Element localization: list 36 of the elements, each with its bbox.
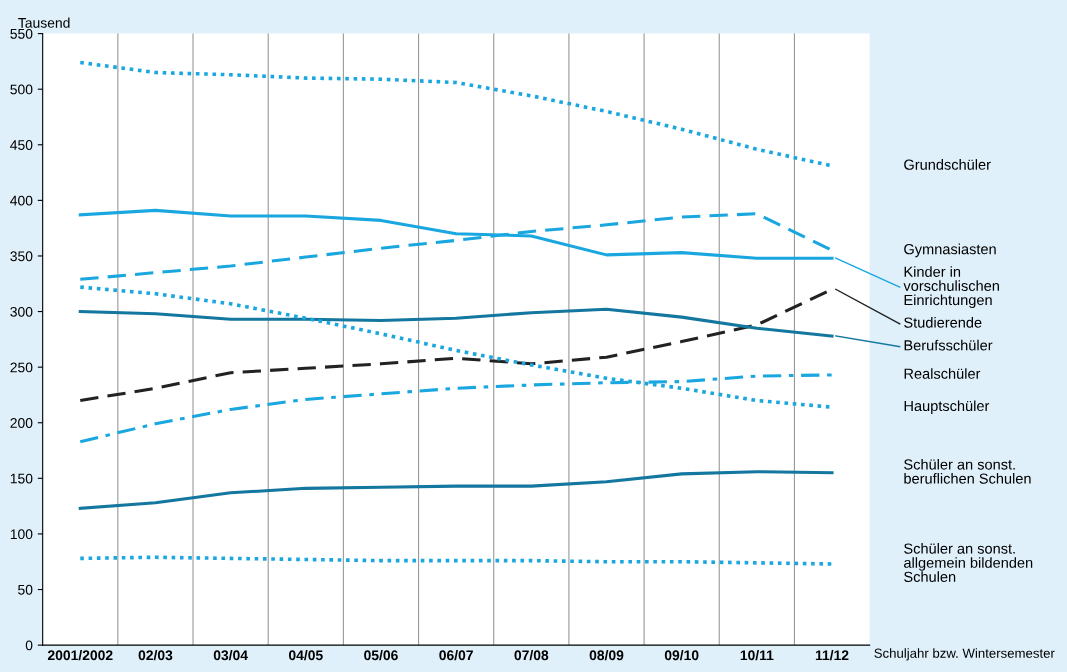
text: Schüler an sonst. allgemein bildenden Schulen — [904, 543, 1033, 582]
legend-label: Berufsschüler — [904, 339, 993, 351]
x-tick-label: 06/07 — [439, 649, 473, 661]
y-tick-label: 100 — [10, 529, 33, 540]
y-tick-label: 250 — [10, 362, 33, 373]
x-tick-label: 04/05 — [288, 649, 323, 661]
y-tick-label: 150 — [10, 473, 33, 484]
y-tick-label: 450 — [10, 140, 33, 150]
x-tick-label: 2001/2002 — [47, 649, 113, 661]
text: Hauptschüler — [904, 400, 990, 414]
x-tick-label: 02/03 — [138, 649, 173, 661]
x-tick-label: 05/06 — [364, 649, 398, 661]
text: Realschüler — [904, 368, 981, 379]
y-tick-label: 200 — [10, 418, 33, 428]
x-axis-title: Schuljahr bzw. Wintersemester — [874, 648, 1055, 661]
legend-label: Kinder in vorschulischen Einrichtungen — [903, 266, 999, 309]
line-series — [78, 470, 834, 510]
x-tick-label: 09/10 — [664, 649, 699, 661]
x-tick-label: 10/11 — [740, 649, 774, 661]
y-tick-label: 50 — [18, 584, 33, 595]
y-tick-label: 350 — [10, 251, 33, 262]
y-axis-title: Tausend — [18, 17, 70, 28]
y-tick-label: 500 — [10, 84, 33, 95]
x-tick-label: 08/09 — [589, 649, 624, 661]
y-tick-label: 300 — [10, 306, 33, 317]
text: Grundschüler — [904, 159, 991, 170]
line-series — [78, 555, 834, 566]
x-tick-label: 07/08 — [514, 649, 549, 661]
y-tick-label: 0 — [25, 640, 33, 651]
text: Schüler an sonst. beruflichen Schulen — [904, 458, 1031, 484]
text: Studierende — [904, 317, 982, 328]
y-tick-label: 550 — [10, 28, 33, 39]
x-tick-label: 11/12 — [815, 649, 849, 661]
text: Gymnasiasten — [904, 243, 996, 258]
x-tick-label: 03/04 — [213, 649, 248, 661]
y-tick-label: 400 — [10, 195, 33, 206]
